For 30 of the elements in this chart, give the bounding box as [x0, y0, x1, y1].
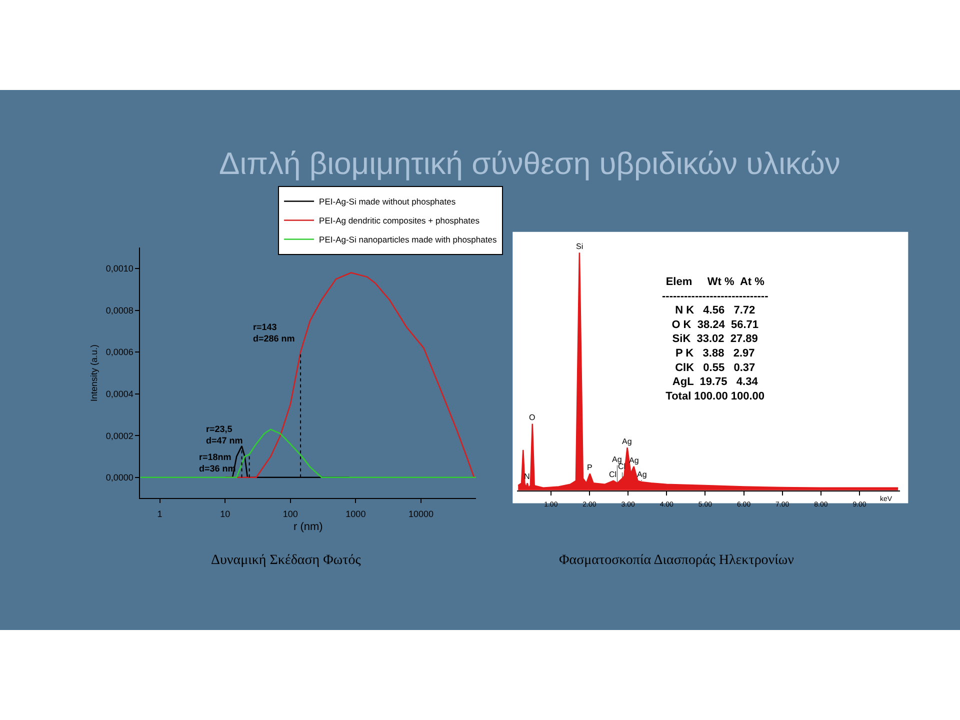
- y-tick-label: 0,0010: [106, 264, 134, 274]
- chart-title: Διπλή βιομιμητική σύνθεση υβριδικών υλικών: [219, 146, 840, 181]
- y-axis-title: Intensity (a.u.): [89, 344, 100, 402]
- x-tick-label: 1000: [346, 509, 366, 520]
- text: Δυναμική Σκέδαση Φωτός: [211, 553, 362, 568]
- legend-label: PEI-Ag-Si nanoparticles made with phosphates: [319, 234, 497, 245]
- annotation: Cl: [609, 470, 617, 479]
- annotation: Ag: [622, 437, 632, 446]
- annotation: Si: [576, 242, 584, 251]
- y-tick-label: 0,0000: [106, 472, 134, 483]
- annotation: Ag: [612, 455, 622, 464]
- x-axis-title: r (nm): [293, 521, 323, 534]
- annotation: P: [587, 463, 592, 472]
- y-tick-label: 0,0006: [106, 347, 134, 358]
- legend-label: PEI-Ag-Si made without phosphates: [319, 196, 456, 207]
- legend-label: PEI-Ag dendritic composites + phosphates: [319, 216, 480, 226]
- y-tick-label: 0,0002: [106, 430, 134, 441]
- ref-line-label: r=143 d=286 nm: [253, 322, 295, 344]
- y-tick-label: 0,0008: [106, 305, 134, 316]
- x-tick-label: 1: [157, 509, 162, 520]
- text: Φασματοσκοπία Διασποράς Ηλεκτρονίων: [559, 553, 794, 568]
- text: Elem Wt % At % ----------------------------- N K 4.56 7.72 O K 38.24 56.71 SiK 33.02 27.89 P K 3.88 2.97 ClK 0.55 0.37 AgL 19.75 4.34 Total 100.00 100.00: [662, 276, 768, 402]
- ref-line-label: r=23,5 d=47 nm: [206, 424, 243, 446]
- x-tick-label: 10: [220, 509, 230, 520]
- annotation: O: [529, 413, 536, 422]
- x-tick-label: 100: [282, 509, 298, 520]
- annotation: Cl: [618, 462, 626, 471]
- x-tick-label: 10000: [408, 509, 434, 520]
- y-tick-label: 0,0004: [106, 388, 134, 399]
- annotation: Ag: [637, 470, 647, 479]
